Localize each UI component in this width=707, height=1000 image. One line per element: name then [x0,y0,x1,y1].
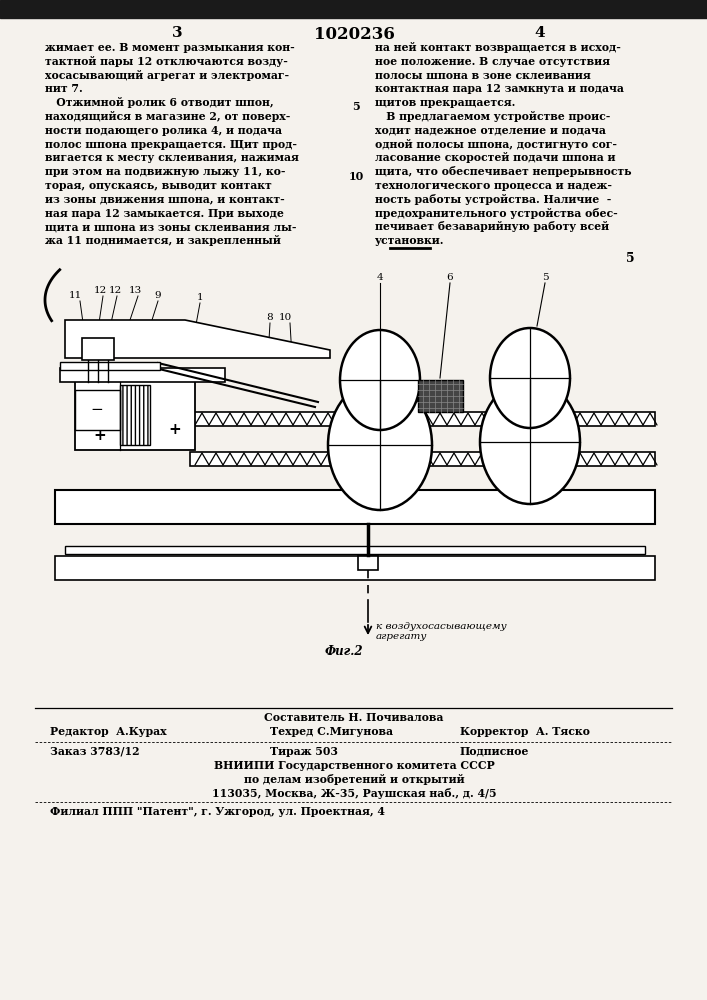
Text: на ней контакт возвращается в исход-: на ней контакт возвращается в исход- [375,42,621,53]
Text: 4: 4 [534,26,545,40]
Text: ВНИИПИ Государственного комитета СССР: ВНИИПИ Государственного комитета СССР [214,760,494,771]
Bar [190,412,655,426]
Text: Редактор  А.Курах: Редактор А.Курах [50,726,167,737]
Text: Отжимной ролик 6 отводит шпон,: Отжимной ролик 6 отводит шпон, [45,97,274,108]
Text: тактной пары 12 отключаются возду-: тактной пары 12 отключаются возду- [45,56,288,67]
Text: щита, что обеспечивает непрерывность: щита, что обеспечивает непрерывность [375,166,631,177]
Bar [55,556,655,580]
Text: 3: 3 [172,26,182,40]
Text: 113035, Москва, Ж-35, Раушская наб., д. 4/5: 113035, Москва, Ж-35, Раушская наб., д. … [211,788,496,799]
Text: вигается к месту склеивания, нажимая: вигается к месту склеивания, нажимая [45,152,299,163]
Text: ность работы устройства. Наличие  -: ность работы устройства. Наличие - [375,194,612,205]
Bar [75,390,120,430]
Text: 5: 5 [542,273,549,282]
Text: одной полосы шпона, достигнуто сог-: одной полосы шпона, достигнуто сог- [375,139,617,150]
Bar [515,472,545,490]
Ellipse shape [480,380,580,504]
Bar [82,338,114,360]
Bar [60,368,225,382]
Text: Техред С.Мигунова: Техред С.Мигунова [270,726,393,737]
Bar [60,362,160,370]
Text: Подписное: Подписное [460,746,530,757]
Text: ная пара 12 замыкается. При выходе: ная пара 12 замыкается. При выходе [45,208,284,219]
Text: −: − [90,402,103,418]
Text: 10: 10 [349,170,363,182]
Text: технологического процесса и надеж-: технологического процесса и надеж- [375,180,612,191]
Text: 11: 11 [69,291,81,300]
Bar [365,472,395,490]
Text: из зоны движения шпона, и контакт-: из зоны движения шпона, и контакт- [45,194,285,205]
Text: ходит надежное отделение и подача: ходит надежное отделение и подача [375,125,606,136]
Text: установки.: установки. [375,235,445,246]
Text: Корректор  А. Тяско: Корректор А. Тяско [460,726,590,737]
Text: контактная пара 12 замкнута и подача: контактная пара 12 замкнута и подача [375,83,624,94]
Text: 4: 4 [377,273,383,282]
Text: хосасывающий агрегат и электромаг-: хосасывающий агрегат и электромаг- [45,70,289,81]
Ellipse shape [490,328,570,428]
Text: 13: 13 [129,286,141,295]
Text: Составитель Н. Почивалова: Составитель Н. Почивалова [264,712,444,723]
Bar [120,385,150,445]
Text: ласование скоростей подачи шпона и: ласование скоростей подачи шпона и [375,152,616,163]
Bar [358,556,378,570]
Text: к воздухосасывающему
агрегату: к воздухосасывающему агрегату [376,622,507,641]
Text: жа 11 поднимается, и закрепленный: жа 11 поднимается, и закрепленный [45,235,281,246]
Polygon shape [65,320,330,358]
Text: 1020236: 1020236 [314,26,395,43]
Text: находящийся в магазине 2, от поверх-: находящийся в магазине 2, от поверх- [45,111,291,122]
Text: В предлагаемом устройстве проис-: В предлагаемом устройстве проис- [375,111,610,122]
Text: 8: 8 [267,313,274,322]
Ellipse shape [328,380,432,510]
Text: жимает ее. В момент размыкания кон-: жимает ее. В момент размыкания кон- [45,42,295,53]
Text: полосы шпона в зоне склеивания: полосы шпона в зоне склеивания [375,70,591,81]
Text: полос шпона прекращается. Щит прод-: полос шпона прекращается. Щит прод- [45,139,297,150]
Text: 5: 5 [626,252,634,265]
Text: по делам изобретений и открытий: по делам изобретений и открытий [244,774,464,785]
Bar [65,546,645,554]
Text: ности подающего ролика 4, и подача: ности подающего ролика 4, и подача [45,125,282,136]
Text: 10: 10 [279,313,291,322]
Text: щитов прекращается.: щитов прекращается. [375,97,515,108]
Bar [0,0,707,18]
Text: 12: 12 [108,286,122,295]
Text: +: + [93,428,106,442]
Text: 6: 6 [447,273,453,282]
Text: предохранительного устройства обес-: предохранительного устройства обес- [375,208,618,219]
Ellipse shape [340,330,420,430]
Text: 9: 9 [155,291,161,300]
Bar [75,380,195,450]
Text: Тираж 503: Тираж 503 [270,746,338,757]
Text: 12: 12 [93,286,107,295]
Text: ное положение. В случае отсутствия: ное положение. В случае отсутствия [375,56,610,67]
Text: нит 7.: нит 7. [45,83,83,94]
Bar [55,490,655,524]
Bar [190,452,655,466]
Text: щита и шпона из зоны склеивания лы-: щита и шпона из зоны склеивания лы- [45,221,296,232]
Text: Филиал ППП "Патент", г. Ужгород, ул. Проектная, 4: Филиал ППП "Патент", г. Ужгород, ул. Про… [50,806,385,817]
Text: Заказ 3783/12: Заказ 3783/12 [50,746,139,757]
Text: 5: 5 [352,102,360,112]
Bar [370,490,390,500]
Text: Фиг.2: Фиг.2 [325,645,363,658]
Text: печивает безаварийную работу всей: печивает безаварийную работу всей [375,221,609,232]
Bar [418,380,463,412]
Bar [520,490,540,500]
Text: при этом на подвижную лыжу 11, ко-: при этом на подвижную лыжу 11, ко- [45,166,286,177]
Text: 1: 1 [197,293,204,302]
Text: +: + [169,422,182,438]
Text: торая, опускаясь, выводит контакт: торая, опускаясь, выводит контакт [45,180,271,191]
